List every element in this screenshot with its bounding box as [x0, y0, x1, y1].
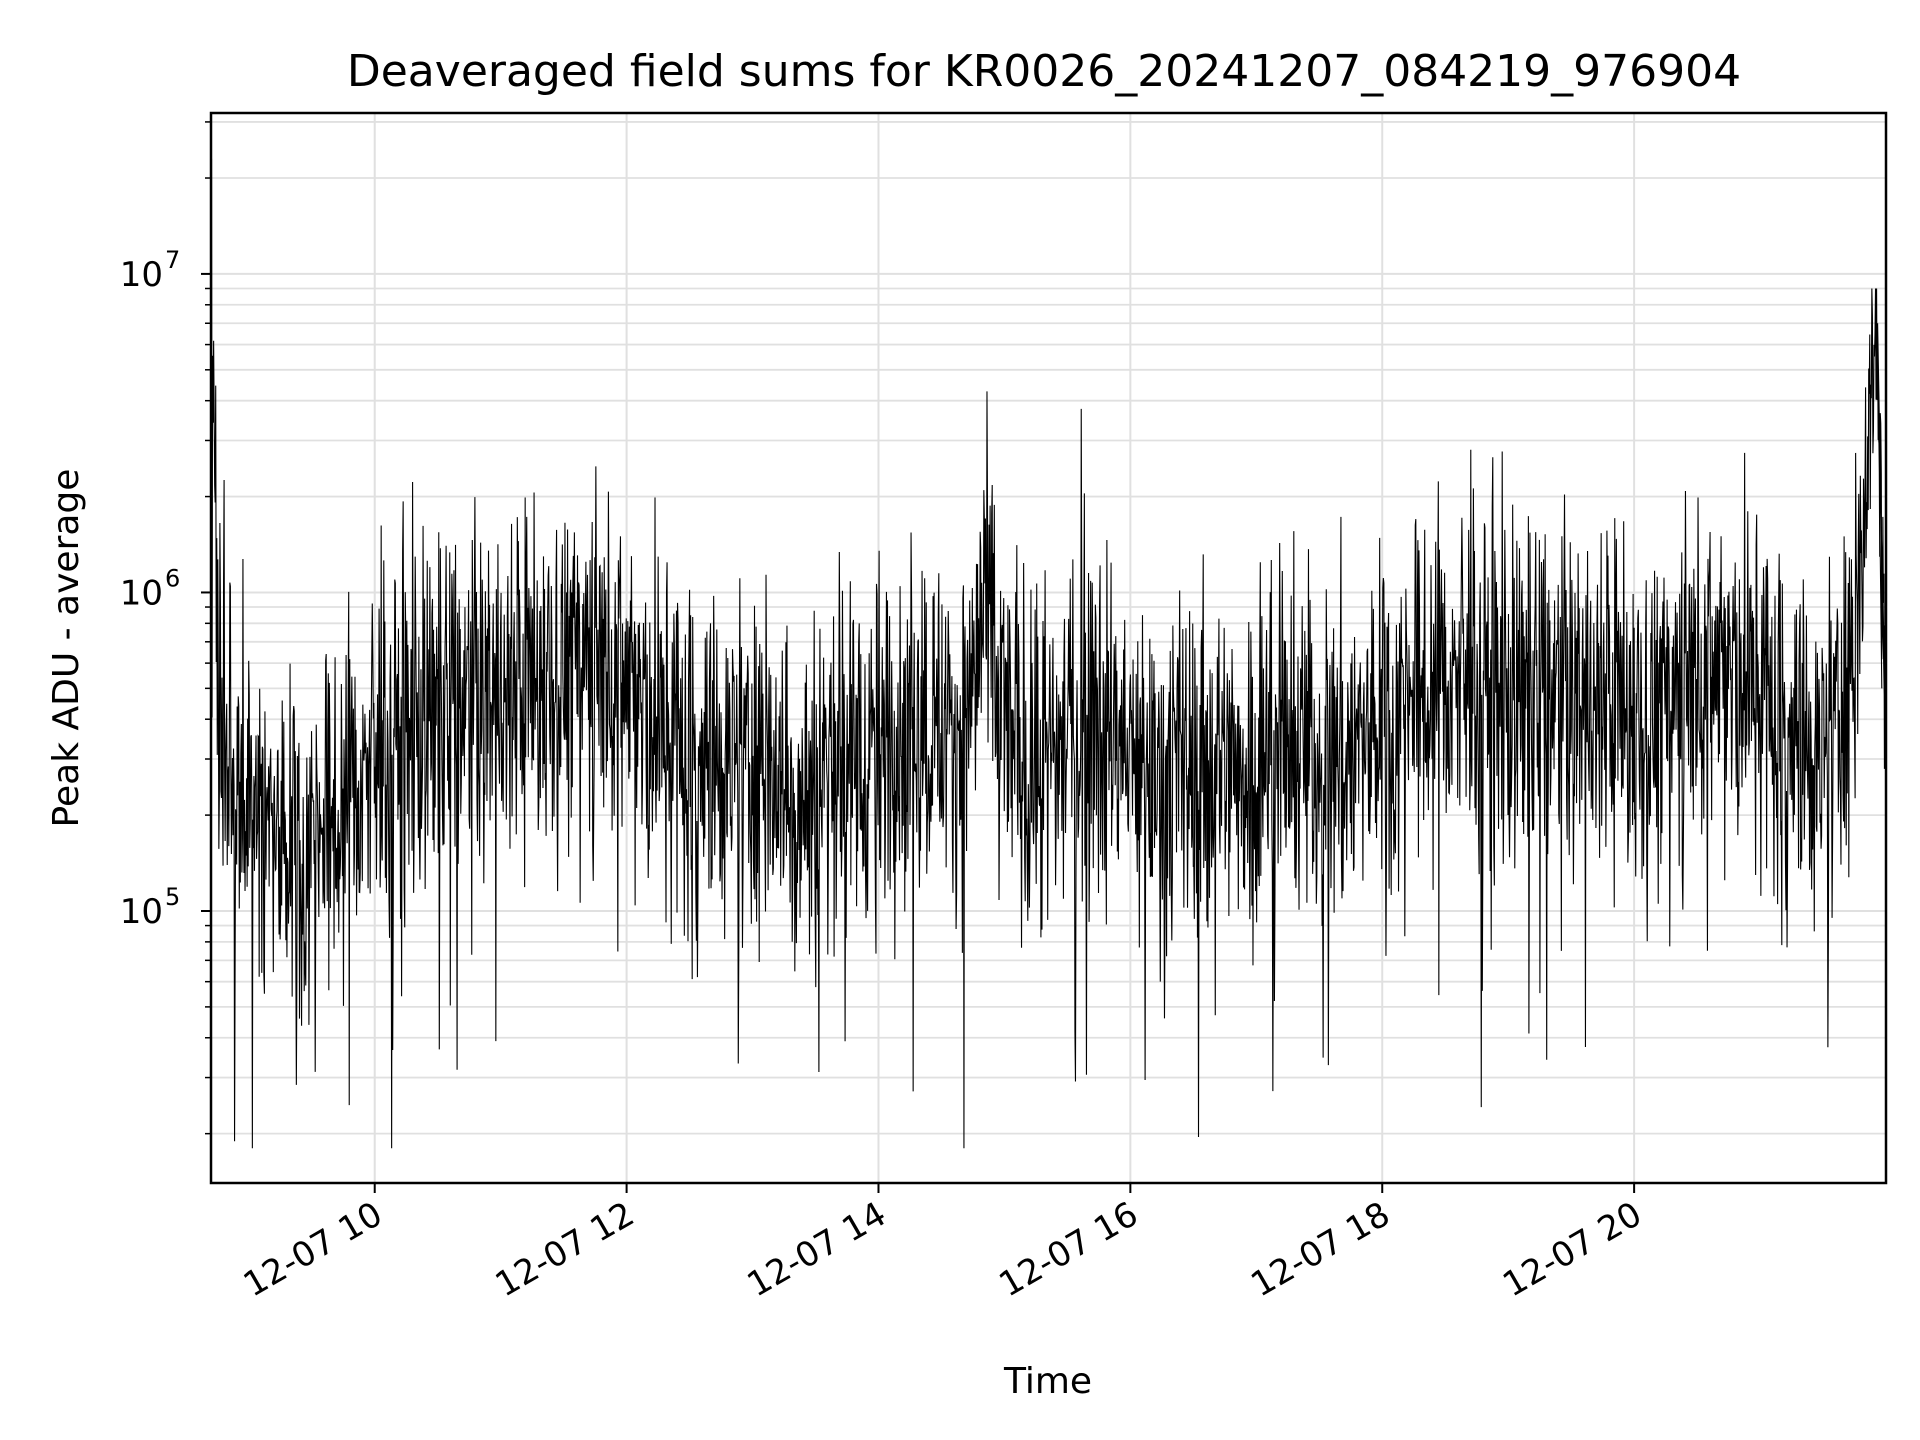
y-tick-label: 10	[120, 255, 163, 295]
chart-title: Deaveraged field sums for KR0026_2024120…	[347, 46, 1741, 97]
y-tick-exponent: 6	[165, 564, 180, 592]
y-tick-exponent: 7	[165, 246, 180, 274]
series-line	[210, 158, 1887, 1149]
y-tick-label: 10	[120, 892, 163, 932]
y-tick-label: 10	[120, 573, 163, 613]
y-tick-exponent: 5	[165, 883, 180, 911]
plot-area	[210, 158, 1887, 1149]
x-axis-label: Time	[1003, 1361, 1092, 1402]
y-axis-label: Peak ADU - average	[46, 469, 87, 828]
axes-frame	[209, 111, 1888, 1185]
